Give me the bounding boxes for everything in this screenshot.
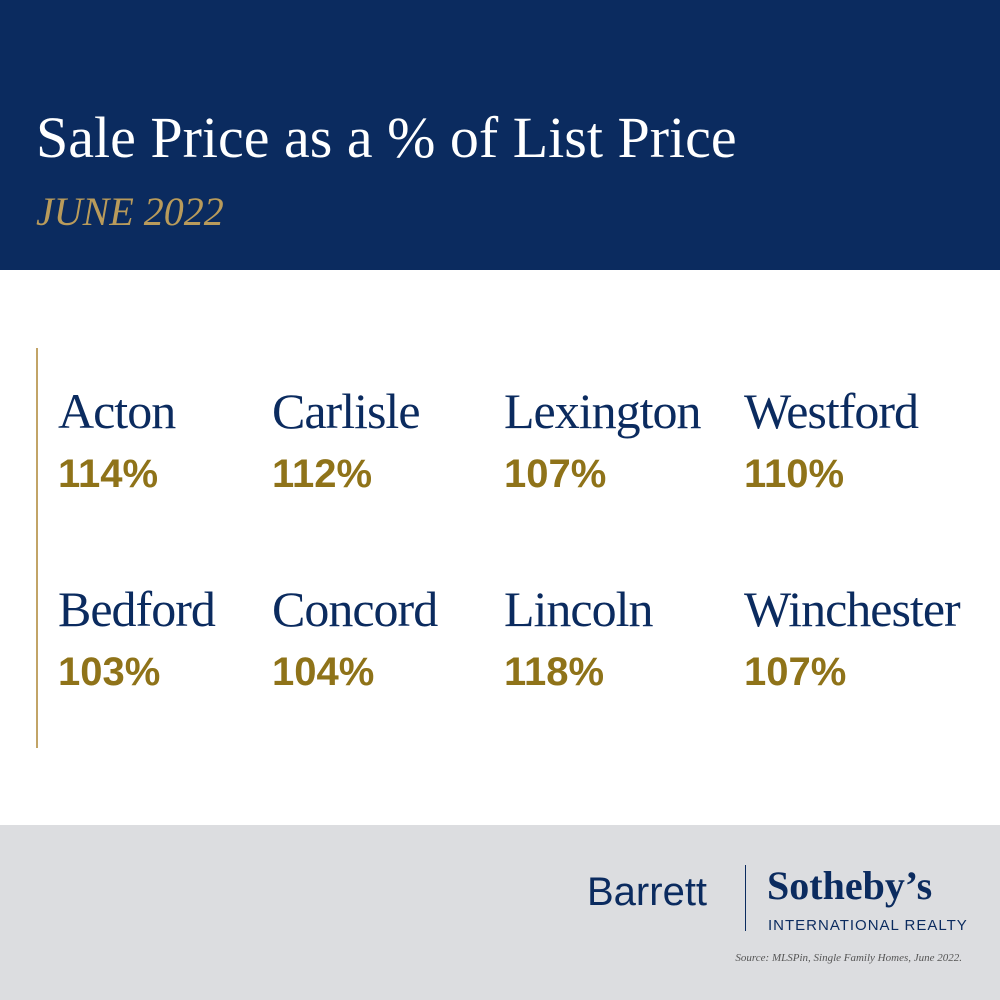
brand: Barrett	[587, 870, 708, 914]
town-value: 110%	[744, 452, 845, 496]
brand-partner: Sotheby’s	[767, 863, 933, 908]
town-name: Winchester	[744, 581, 961, 637]
town-name: Westford	[744, 383, 919, 439]
header-band	[0, 0, 1000, 270]
town-name: Concord	[272, 581, 438, 637]
town-name: Acton	[58, 383, 176, 439]
title: Sale Price as a % of List Price	[36, 105, 737, 170]
town-value: 118%	[504, 650, 605, 694]
town-value: 103%	[58, 650, 161, 694]
town-value: 107%	[504, 452, 607, 496]
subtitle: JUNE 2022	[36, 189, 224, 234]
town-name: Bedford	[58, 581, 216, 637]
brand-tagline: INTERNATIONAL REALTY	[768, 917, 968, 934]
accent-rule	[36, 348, 38, 748]
source-note: Source: MLSPin, Single Family Homes, Jun…	[735, 952, 962, 964]
town-value: 104%	[272, 650, 375, 694]
town-name: Lexington	[504, 383, 702, 439]
town-value: 107%	[744, 650, 847, 694]
town-name: Carlisle	[272, 383, 421, 439]
town-name: Lincoln	[504, 581, 654, 637]
footer-band	[0, 825, 1000, 1000]
town-value: 112%	[272, 452, 373, 496]
town-value: 114%	[58, 452, 159, 496]
logo-divider	[745, 865, 746, 931]
